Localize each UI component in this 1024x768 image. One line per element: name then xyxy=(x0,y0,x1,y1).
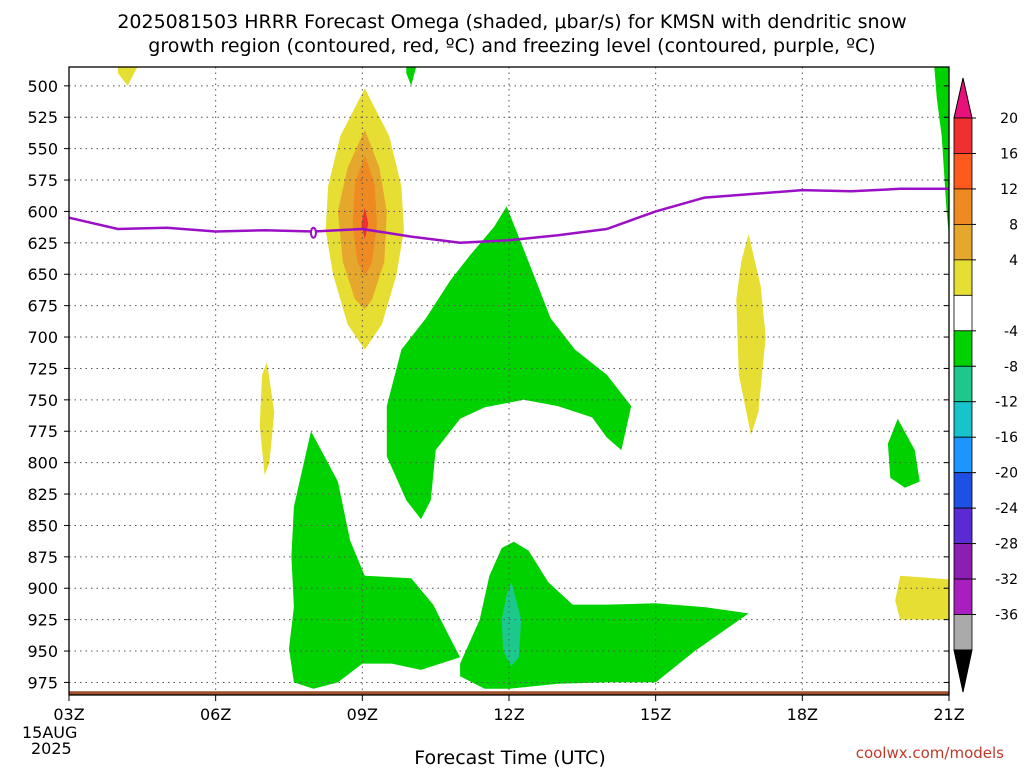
omega-region-yellow-13 xyxy=(895,575,949,620)
colorbar-swatch-11 xyxy=(953,472,973,509)
chart-title-line1: 2025081503 HRRR Forecast Omega (shaded, … xyxy=(117,11,906,33)
x-tick-label-15Z: 15Z xyxy=(640,705,671,724)
colorbar-label-7: -12 xyxy=(995,395,1018,411)
x-tick-label-21Z: 21Z xyxy=(933,705,964,724)
y-tick-label-575: 575 xyxy=(27,171,58,190)
y-tick-label-700: 700 xyxy=(27,328,58,347)
y-tick-label-675: 675 xyxy=(27,297,58,316)
omega-shading xyxy=(117,67,949,689)
omega-region-green-12 xyxy=(887,418,920,488)
y-tick-label-825: 825 xyxy=(27,485,58,504)
y-tick-label-800: 800 xyxy=(27,454,58,473)
y-tick-label-725: 725 xyxy=(27,359,58,378)
colorbar-swatch-7 xyxy=(953,330,973,367)
colorbar-label-9: -20 xyxy=(995,466,1018,482)
colorbar-swatch-6 xyxy=(953,294,973,332)
colorbar: 20 16 12 8 4 -4 -8 -12 -16 -20 -24 -28 -32 -36 xyxy=(953,77,1018,693)
omega-region-yellow-7 xyxy=(736,234,766,435)
colorbar-label-11: -28 xyxy=(995,537,1018,553)
colorbar-label-8: -16 xyxy=(995,430,1018,446)
y-tick-label-600: 600 xyxy=(27,202,58,221)
colorbar-label-13: -36 xyxy=(995,608,1018,624)
omega-region-green-8 xyxy=(386,206,632,520)
colorbar-swatch-12 xyxy=(953,507,973,544)
colorbar-label-4: 4 xyxy=(1009,253,1018,269)
colorbar-swatch-9 xyxy=(953,401,973,438)
ground-fill xyxy=(69,691,949,695)
colorbar-label-6: -8 xyxy=(1004,359,1018,375)
colorbar-label-3: 8 xyxy=(1009,217,1018,233)
x-tick-label-09Z: 09Z xyxy=(347,705,378,724)
y-tick-label-900: 900 xyxy=(27,579,58,598)
time-axis: 03Z 06Z 09Z 12Z 15Z 18Z 21Z xyxy=(53,695,965,724)
x-tick-label-12Z: 12Z xyxy=(493,705,524,724)
x-axis-title: Forecast Time (UTC) xyxy=(414,747,605,768)
date-label-day: 15AUG xyxy=(22,723,77,742)
colorbar-swatch-14 xyxy=(953,578,973,615)
y-tick-label-975: 975 xyxy=(27,673,58,692)
y-tick-label-850: 850 xyxy=(27,516,58,535)
colorbar-label-10: -24 xyxy=(995,501,1018,517)
colorbar-label-1: 16 xyxy=(1000,146,1018,162)
colorbar-swatch-10 xyxy=(953,436,973,474)
freezing-level-contour xyxy=(68,187,949,245)
colorbar-label-5: -4 xyxy=(1004,324,1018,340)
omega-region-red-5 xyxy=(361,207,369,240)
colorbar-swatch-13 xyxy=(953,543,973,580)
colorbar-swatch-8 xyxy=(953,365,973,403)
omega-region-green-9 xyxy=(289,431,461,689)
omega-region-yellow-0 xyxy=(117,67,138,86)
y-tick-label-950: 950 xyxy=(27,642,58,661)
y-tick-label-550: 550 xyxy=(27,140,58,159)
x-tick-label-03Z: 03Z xyxy=(53,705,84,724)
credit-text: coolwx.com/models xyxy=(856,744,1004,762)
y-tick-label-625: 625 xyxy=(27,234,58,253)
colorbar-swatch-15 xyxy=(953,614,973,651)
colorbar-label-12: -32 xyxy=(995,572,1018,588)
colorbar-swatch-5 xyxy=(953,259,973,296)
y-tick-label-775: 775 xyxy=(27,422,58,441)
colorbar-swatch-4 xyxy=(953,223,973,261)
y-tick-label-500: 500 xyxy=(27,77,58,96)
omega-region-teal-11 xyxy=(501,582,522,667)
pressure-axis: 500 525 550 575 600 625 650 675 700 725 750 775 800 8… xyxy=(27,77,949,692)
x-tick-label-06Z: 06Z xyxy=(200,705,231,724)
y-tick-label-925: 925 xyxy=(27,611,58,630)
freezing-level-line xyxy=(68,187,949,245)
colorbar-label-2: 12 xyxy=(1000,182,1018,198)
ground-strip xyxy=(69,691,949,695)
colorbar-swatch-1 xyxy=(953,117,973,154)
omega-region-green-14 xyxy=(934,67,949,237)
freezing-level-mark-0 xyxy=(309,226,317,239)
colorbar-bottom-arrow xyxy=(953,649,973,693)
y-tick-label-875: 875 xyxy=(27,548,58,567)
omega-region-yellow-6 xyxy=(259,362,275,476)
y-tick-label-750: 750 xyxy=(27,391,58,410)
omega-region-green-10 xyxy=(460,541,749,689)
grid-lines xyxy=(69,67,949,695)
y-tick-label-525: 525 xyxy=(27,108,58,127)
y-tick-label-650: 650 xyxy=(27,265,58,284)
colorbar-swatch-3 xyxy=(953,188,973,225)
x-tick-label-18Z: 18Z xyxy=(787,705,818,724)
colorbar-label-0: 20 xyxy=(1000,111,1018,127)
date-label-year: 2025 xyxy=(31,739,72,758)
colorbar-swatch-2 xyxy=(953,153,973,190)
chart-title-line2: growth region (contoured, red, ºC) and f… xyxy=(148,35,875,57)
omega-region-green-1 xyxy=(406,67,417,86)
